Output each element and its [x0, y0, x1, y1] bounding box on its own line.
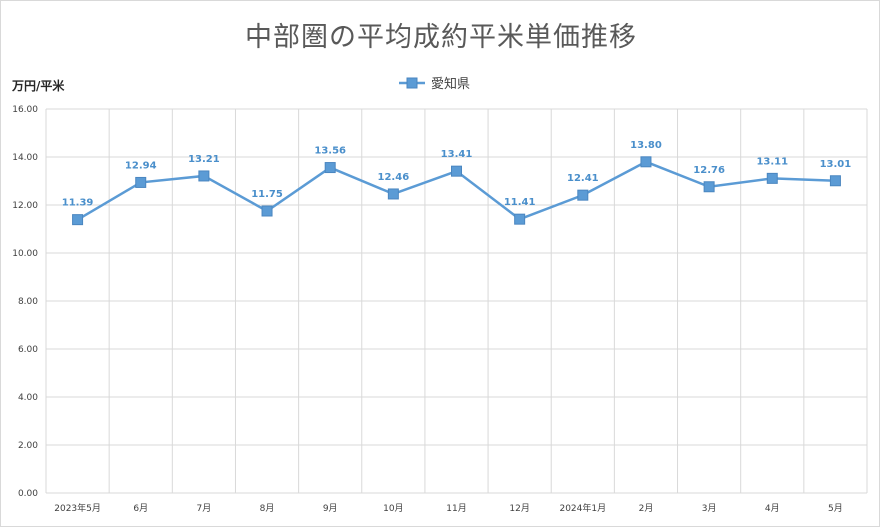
data-point [640, 156, 652, 168]
x-tick-label: 10月 [383, 503, 403, 514]
y-tick-label: 10.00 [12, 249, 38, 259]
legend-marker-icon [399, 77, 425, 88]
data-point [324, 162, 336, 174]
x-tick-label: 2024年1月 [559, 502, 606, 514]
y-tick-label: 12.00 [12, 201, 38, 211]
x-tick-label: 11月 [446, 503, 466, 514]
y-tick-label: 6.00 [18, 345, 38, 355]
data-label: 12.41 [567, 173, 599, 184]
data-label: 11.75 [251, 189, 283, 200]
data-label: 12.76 [693, 165, 725, 176]
x-tick-label: 2023年5月 [54, 502, 101, 514]
legend: 愛知県 [399, 73, 470, 92]
x-tick-label: 8月 [260, 503, 275, 514]
data-point [766, 172, 778, 184]
data-point [261, 205, 273, 217]
x-tick-label: 4月 [765, 503, 780, 514]
data-point [387, 188, 399, 200]
data-point [829, 175, 841, 187]
data-label: 13.21 [188, 154, 220, 165]
y-axis-unit-label: 万円/平米 [12, 79, 65, 93]
x-tick-label: 3月 [702, 503, 717, 514]
data-point [514, 213, 526, 225]
y-tick-label: 0.00 [18, 489, 38, 499]
data-label: 13.80 [630, 140, 662, 151]
data-label: 11.41 [504, 197, 536, 208]
data-label: 11.39 [62, 198, 94, 209]
data-label: 13.56 [314, 146, 346, 157]
data-label: 12.46 [378, 172, 410, 183]
legend-label: 愛知県 [431, 77, 471, 92]
x-tick-label: 7月 [197, 503, 212, 514]
data-point [577, 189, 589, 201]
data-label: 13.41 [441, 149, 473, 160]
data-point [198, 170, 210, 182]
y-tick-label: 4.00 [18, 393, 38, 403]
y-tick-label: 2.00 [18, 441, 38, 451]
data-point [72, 214, 84, 226]
data-label: 13.01 [820, 159, 852, 170]
x-tick-label: 2月 [639, 503, 654, 514]
data-point [451, 165, 462, 177]
x-tick-label: 12月 [509, 503, 529, 514]
y-tick-label: 16.00 [12, 105, 38, 115]
chart-title: 中部圏の平均成約平米単価推移 [245, 22, 637, 53]
y-tick-label: 8.00 [18, 297, 38, 307]
data-label: 13.11 [756, 156, 788, 167]
data-label: 12.94 [125, 160, 157, 171]
x-tick-label: 9月 [323, 503, 338, 514]
x-tick-label: 6月 [133, 503, 148, 514]
data-point [703, 181, 715, 193]
x-tick-label: 5月 [828, 503, 843, 514]
y-tick-label: 14.00 [12, 153, 38, 163]
data-point [135, 176, 147, 188]
